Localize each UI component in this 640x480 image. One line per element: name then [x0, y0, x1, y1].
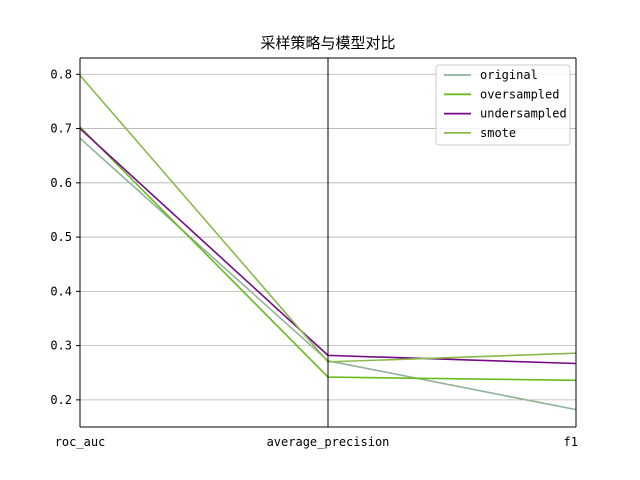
y-tick-label: 0.3	[50, 339, 72, 353]
legend-label: original	[480, 68, 538, 82]
legend-label: smote	[480, 126, 516, 140]
y-tick-label: 0.7	[50, 122, 72, 136]
y-tick-label: 0.5	[50, 230, 72, 244]
x-tick-label: average_precision	[267, 435, 390, 449]
y-tick-label: 0.6	[50, 176, 72, 190]
x-tick-label: f1	[564, 435, 578, 449]
y-tick-label: 0.4	[50, 284, 72, 298]
legend-box	[435, 64, 571, 146]
legend-label: oversampled	[480, 87, 559, 101]
x-tick-label: roc_auc	[55, 435, 106, 449]
legend: original oversampled undersampled smote	[435, 64, 571, 146]
y-tick-label: 0.2	[50, 393, 72, 407]
chart-title: 采样策略与模型对比	[260, 34, 395, 52]
y-tick-label: 0.8	[50, 67, 72, 81]
axis-layer	[79, 57, 577, 428]
ticks-layer: 0.2 0.3 0.4 0.5 0.6 0.7 0.8 roc_auc average_prec…	[50, 67, 578, 449]
legend-label: undersampled	[480, 107, 567, 121]
